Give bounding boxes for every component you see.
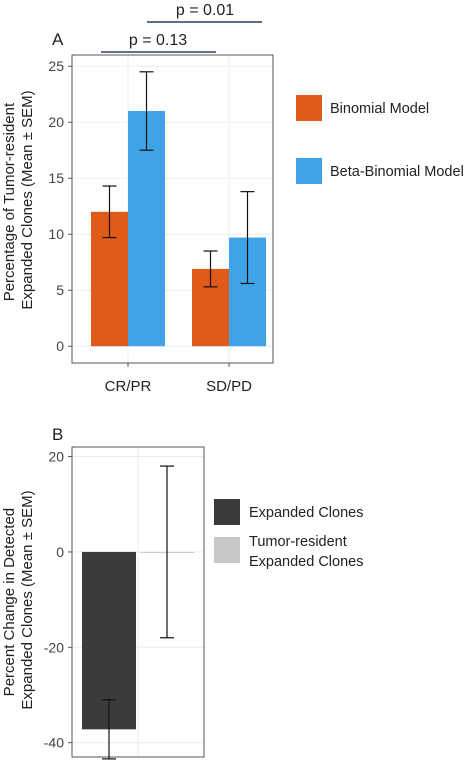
legend-swatch-binomial [296, 95, 322, 121]
y-tick-label: 5 [56, 282, 64, 298]
panel-a-y-ticks: 0 5 10 15 20 25 [48, 58, 72, 354]
error-bar [102, 699, 116, 760]
error-bar [160, 465, 174, 639]
y-tick-label: 20 [48, 114, 64, 130]
y-tick-label: 0 [56, 338, 64, 354]
panel-b-bars [82, 465, 194, 760]
panel-b-plot-border [71, 446, 205, 758]
panel-a-legend: Binomial Model Beta-Binomial Model [296, 95, 464, 184]
y-tick-label: 0 [56, 544, 64, 560]
legend-label-beta-binomial: Beta-Binomial Model [330, 164, 464, 180]
panel-a-plot-border [71, 54, 274, 364]
panel-a-bars [91, 71, 266, 347]
y-tick-label: 25 [48, 58, 64, 74]
x-tick-label: CR/PR [105, 378, 152, 395]
error-bar [102, 185, 117, 239]
legend-label-tumor-resident: Tumor-resident Expanded Clones [249, 534, 363, 570]
panel-b-legend: Expanded Clones Tumor-resident Expanded … [214, 499, 363, 570]
panel-a: A 0 5 10 15 20 25 CR/PR SD/PD Percentage of Tu… [1, 2, 464, 395]
panel-a-y-axis-label: Percentage of Tumor-resident Expanded Cl… [1, 90, 36, 309]
y-tick-label: 15 [48, 170, 64, 186]
legend-label-expanded: Expanded Clones [249, 505, 363, 521]
panel-b: B -40 -20 0 20 Percent Change in Detected E… [1, 425, 363, 760]
error-bar [139, 71, 154, 151]
legend-swatch-beta-binomial [296, 158, 322, 184]
legend-label-binomial: Binomial Model [330, 101, 429, 117]
p-value-001: p = 0.01 [176, 2, 234, 19]
y-tick-label: 10 [48, 226, 64, 242]
panel-a-x-ticks: CR/PR SD/PD [105, 363, 252, 395]
panel-b-y-ticks: -40 -20 0 20 [44, 449, 72, 751]
legend-swatch-expanded [214, 499, 240, 525]
p-value-013: p = 0.13 [129, 32, 187, 49]
error-bar [240, 191, 255, 285]
y-tick-label: -20 [44, 639, 64, 655]
y-tick-label: -40 [44, 735, 64, 751]
legend-swatch-tumor-resident [214, 537, 240, 563]
panel-b-y-axis-label: Percent Change in Detected Expanded Clon… [1, 490, 36, 709]
x-tick-label: SD/PD [206, 378, 252, 395]
p-value-brackets: p = 0.13 p = 0.01 [101, 2, 262, 53]
y-tick-label: 20 [48, 449, 64, 465]
panel-b-label: B [52, 425, 63, 444]
error-bar [203, 250, 218, 288]
panel-a-label: A [52, 30, 64, 49]
